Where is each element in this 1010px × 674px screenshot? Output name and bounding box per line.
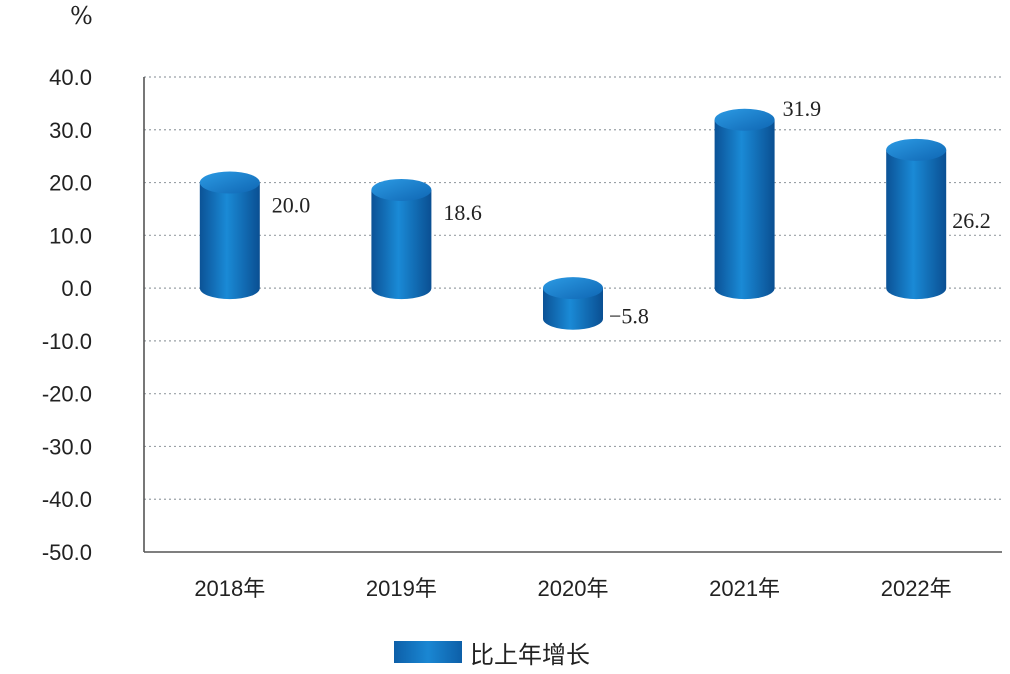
bars: [199, 108, 947, 330]
y-axis-ticks: 40.0 30.0 20.0 10.0 0.0 -10.0 -20.0 -30.0 -40.0 -…: [42, 65, 92, 565]
x-tick-label: 2019年: [366, 576, 437, 601]
y-tick-label: 20.0: [49, 171, 92, 196]
bar-2019年: [371, 178, 432, 300]
data-label: 18.6: [443, 200, 482, 225]
x-tick-label: 2020年: [538, 576, 609, 601]
bar-2021年: [714, 108, 775, 300]
y-tick-label: 0.0: [61, 276, 92, 301]
legend: 比上年增长: [394, 634, 590, 670]
bar-cap: [199, 171, 260, 194]
y-tick-label: 30.0: [49, 118, 92, 143]
bar-chart: 40.0 30.0 20.0 10.0 0.0 -10.0 -20.0 -30.0 -40.0 -…: [42, 65, 1002, 601]
bar-body: [543, 288, 603, 330]
legend-swatch: [394, 641, 462, 663]
data-label: 20.0: [272, 193, 311, 218]
y-tick-label: -50.0: [42, 540, 92, 565]
grid-lines: [144, 76, 1002, 500]
bar-2022年: [886, 138, 947, 300]
data-label: 31.9: [783, 96, 822, 121]
x-tick-label: 2018年: [194, 576, 265, 601]
data-labels: 20.0 18.6 −5.8 31.9 26.2: [272, 96, 991, 329]
legend-label: 比上年增长: [470, 640, 590, 669]
y-tick-label: -10.0: [42, 329, 92, 354]
x-tick-label: 2021年: [709, 576, 780, 601]
x-tick-label: 2022年: [881, 576, 952, 601]
y-tick-label: -30.0: [42, 434, 92, 459]
bar-cap: [714, 108, 775, 131]
axes: [143, 77, 1002, 553]
y-tick-label: 10.0: [49, 223, 92, 248]
bar-body: [371, 189, 432, 300]
bar-2018年: [199, 171, 260, 300]
bar-2020年: [543, 277, 603, 330]
bar-body: [886, 149, 947, 300]
data-label: 26.2: [952, 208, 991, 233]
bar-cap: [543, 277, 603, 300]
bar-cap: [371, 178, 432, 201]
bar-body: [199, 182, 260, 300]
bar-body: [714, 119, 775, 300]
y-tick-label: 40.0: [49, 65, 92, 90]
x-axis-ticks: 2018年 2019年 2020年 2021年 2022年: [194, 576, 951, 601]
y-tick-label: -40.0: [42, 487, 92, 512]
bar-cap: [886, 138, 947, 161]
unit-label: %: [70, 2, 93, 30]
y-tick-label: -20.0: [42, 382, 92, 407]
data-label: −5.8: [609, 303, 649, 328]
